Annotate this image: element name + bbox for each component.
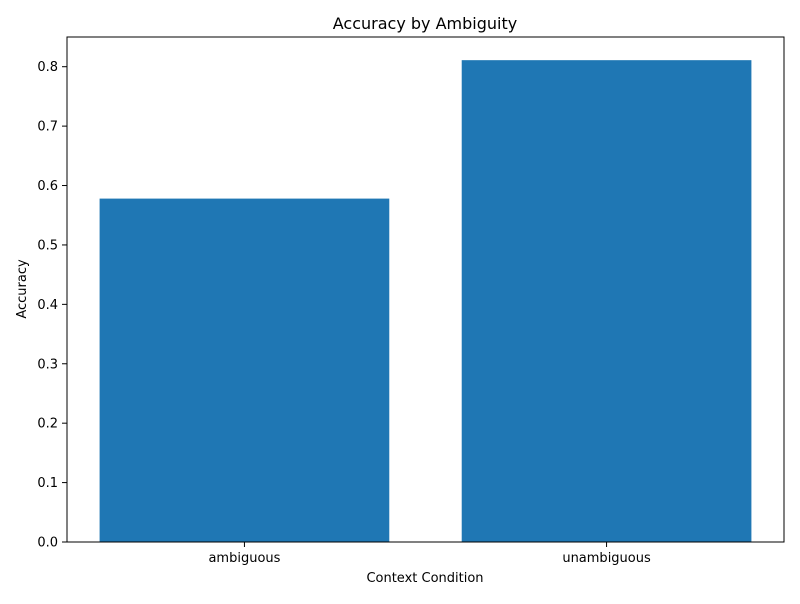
bars-group bbox=[99, 60, 752, 542]
x-tick-label: unambiguous bbox=[562, 551, 651, 566]
y-tick-label: 0.4 bbox=[37, 298, 58, 313]
y-tick-label: 0.7 bbox=[37, 120, 58, 135]
x-axis-label: Context Condition bbox=[366, 571, 483, 586]
y-tick-label: 0.2 bbox=[37, 417, 58, 432]
x-axis-ticks: ambiguous unambiguous bbox=[208, 542, 651, 566]
y-axis-ticks: 0.0 0.1 0.2 0.3 0.4 0.5 0.6 0.7 0.8 bbox=[37, 60, 67, 551]
y-axis-label: Accuracy bbox=[15, 259, 30, 319]
y-tick-label: 0.1 bbox=[37, 476, 58, 491]
bar-unambiguous bbox=[461, 60, 752, 542]
y-tick-label: 0.6 bbox=[37, 179, 58, 194]
y-tick-label: 0.3 bbox=[37, 357, 58, 372]
y-tick-label: 0.0 bbox=[37, 536, 58, 551]
plot-frame bbox=[66, 36, 785, 543]
y-tick-label: 0.5 bbox=[37, 238, 58, 253]
y-tick-label: 0.8 bbox=[37, 60, 58, 75]
bar-ambiguous bbox=[99, 198, 390, 542]
x-tick-label: ambiguous bbox=[208, 551, 280, 566]
chart-title: Accuracy by Ambiguity bbox=[333, 14, 517, 33]
